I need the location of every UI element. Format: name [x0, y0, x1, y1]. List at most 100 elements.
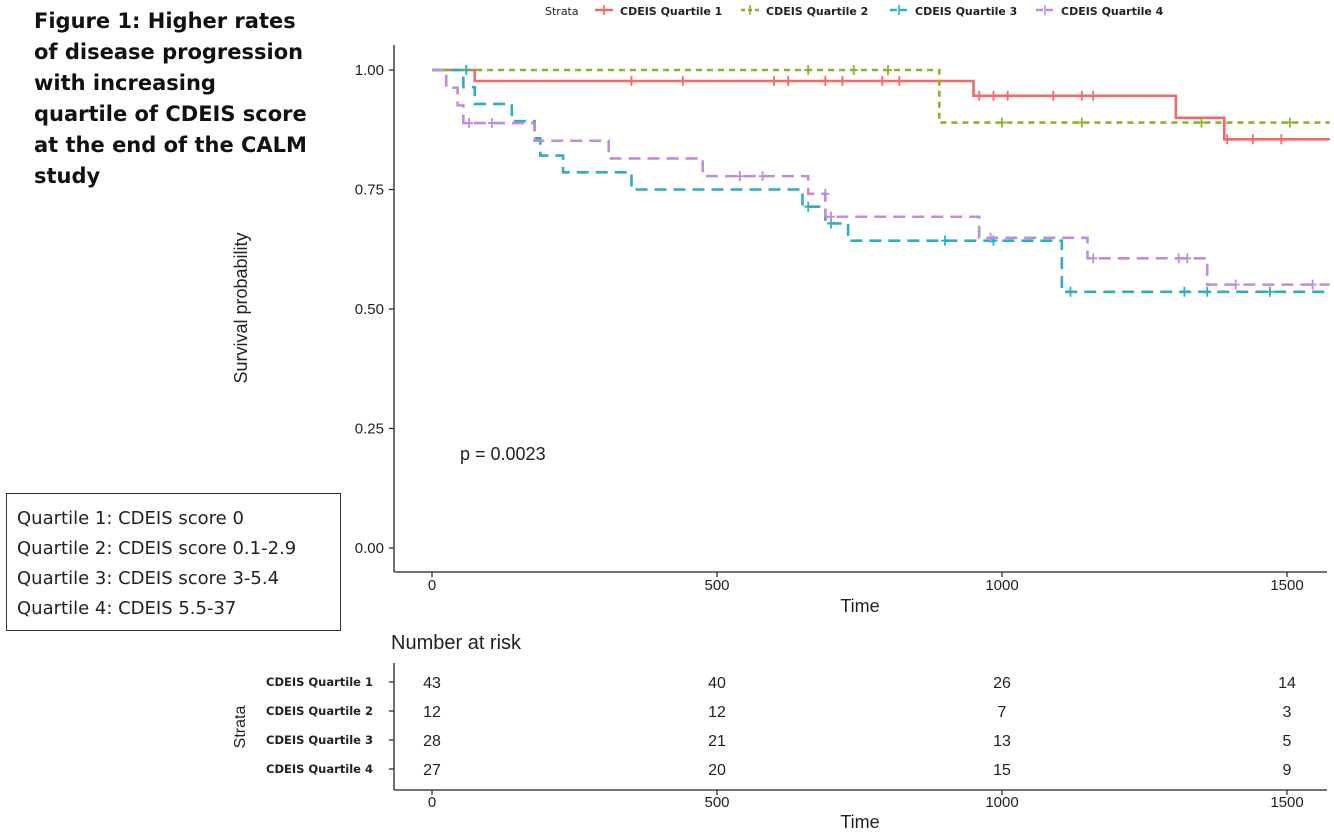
risk-value: 13	[993, 733, 1011, 750]
censor-mark	[1077, 90, 1086, 101]
legend-title: Strata	[545, 5, 579, 18]
censor-mark	[678, 75, 687, 86]
legend-entry: CDEIS Quartile 3	[915, 5, 1017, 18]
risk-x-tick-label: 0	[428, 794, 436, 811]
risk-table: CDEIS Quartile 1 43 40 26 14 CDEIS Quartile 2…	[266, 675, 1296, 779]
censor-mark	[821, 75, 830, 86]
censor-mark	[1077, 117, 1086, 128]
risk-row-label: CDEIS Quartile 2	[266, 704, 373, 718]
censor-mark	[1089, 90, 1098, 101]
y-tick-label: 0.75	[355, 182, 384, 199]
quartile-key-item: Quartile 4: CDEIS 5.5-37	[17, 598, 237, 619]
survival-curve-line	[432, 68, 1330, 286]
censor-mark	[998, 117, 1006, 128]
figure-title-line: with increasing	[34, 71, 216, 95]
p-value-annotation: p = 0.0023	[460, 444, 546, 464]
censor-mark	[735, 171, 744, 182]
y-ticks: 0.00 0.25 0.50 0.75 1.00	[355, 62, 394, 557]
censor-mark	[784, 75, 793, 86]
survival-curve-line	[432, 68, 1330, 294]
censor-mark	[1066, 286, 1075, 297]
quartile-key-item: Quartile 1: CDEIS score 0	[17, 508, 244, 529]
risk-value: 40	[708, 675, 726, 692]
risk-value: 28	[423, 733, 441, 750]
censor-mark	[1174, 253, 1183, 264]
censor-mark	[986, 232, 995, 243]
censor-mark	[804, 201, 813, 212]
risk-table-x-label: Time	[840, 812, 879, 832]
censor-mark	[895, 75, 904, 86]
risk-value: 12	[423, 704, 441, 721]
legend: Strata CDEIS Quartile 1 CDEIS Quartile 2 C…	[545, 5, 1164, 18]
y-tick-label: 0.50	[355, 301, 384, 318]
risk-value: 15	[993, 762, 1011, 779]
legend-entry: CDEIS Quartile 1	[620, 5, 722, 18]
figure-title-line: at the end of the CALM	[34, 133, 307, 157]
censor-mark	[1089, 253, 1098, 264]
censor-mark	[462, 65, 471, 75]
risk-value: 7	[998, 704, 1007, 721]
risk-row-label: CDEIS Quartile 1	[266, 675, 373, 689]
censor-mark	[1285, 117, 1294, 128]
risk-value: 12	[708, 704, 726, 721]
risk-table-title: Number at risk	[391, 632, 522, 654]
censor-mark	[770, 75, 778, 86]
censor-mark	[941, 235, 949, 246]
censor-mark	[1277, 134, 1286, 145]
censor-mark	[804, 65, 813, 75]
risk-value: 43	[423, 675, 441, 692]
risk-value: 21	[708, 733, 726, 750]
censor-mark	[838, 75, 847, 86]
censor-mark	[989, 90, 998, 101]
risk-x-tick-label: 1500	[1270, 794, 1303, 811]
censor-mark	[821, 188, 830, 199]
y-tick-label: 0.25	[355, 421, 384, 438]
x-axis-label: Time	[840, 596, 879, 616]
censor-mark	[1223, 134, 1232, 145]
y-axis-label: Survival probability	[231, 232, 251, 383]
censor-mark	[1203, 286, 1212, 297]
x-ticks: 0 500 1000 1500	[428, 572, 1304, 594]
risk-value: 26	[993, 675, 1011, 692]
survival-curve-line	[432, 68, 1330, 124]
legend-entry: CDEIS Quartile 2	[766, 5, 868, 18]
quartile-key-item: Quartile 3: CDEIS score 3-5.4	[17, 568, 280, 589]
censor-mark	[884, 65, 892, 75]
censor-mark	[1308, 279, 1317, 290]
censor-mark	[487, 118, 496, 129]
survival-curve-line	[432, 68, 1330, 141]
risk-row-label: CDEIS Quartile 4	[266, 762, 373, 776]
censor-mark	[878, 75, 887, 86]
risk-table-x-ticks: 0 500 1000 1500	[428, 790, 1304, 811]
x-tick-label: 1500	[1270, 577, 1303, 594]
censor-mark	[627, 75, 636, 86]
risk-value: 3	[1283, 704, 1292, 721]
x-tick-label: 1000	[985, 577, 1018, 594]
y-tick-label: 1.00	[355, 62, 384, 79]
censor-mark	[975, 90, 984, 101]
x-tick-label: 500	[704, 577, 729, 594]
legend-entry: CDEIS Quartile 4	[1061, 5, 1164, 18]
figure-title-line: of disease progression	[34, 40, 304, 64]
censor-mark	[1049, 90, 1058, 101]
censor-mark	[849, 65, 858, 75]
figure-title-line: quartile of CDEIS score	[34, 102, 307, 126]
censor-mark	[1180, 286, 1189, 297]
figure-title-line: Figure 1: Higher rates	[34, 9, 296, 33]
censor-mark	[1197, 117, 1206, 128]
censor-mark	[827, 211, 835, 222]
censor-mark	[758, 171, 767, 182]
quartile-key-item: Quartile 2: CDEIS score 0.1-2.9	[17, 538, 297, 559]
risk-value: 9	[1283, 762, 1292, 779]
figure-title-line: study	[34, 164, 101, 188]
censor-mark	[1183, 253, 1192, 264]
risk-value: 5	[1283, 733, 1292, 750]
censor-mark	[1003, 90, 1012, 101]
y-tick-label: 0.00	[355, 540, 384, 557]
figure-title: Figure 1: Higher rates of disease progre…	[34, 6, 334, 192]
risk-value: 20	[708, 762, 726, 779]
censor-mark	[1231, 279, 1240, 290]
risk-value: 27	[423, 762, 441, 779]
quartile-key-box: Quartile 1: CDEIS score 0 Quartile 2: CD…	[6, 493, 341, 631]
